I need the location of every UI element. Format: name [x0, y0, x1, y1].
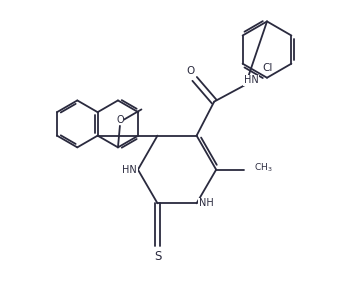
Text: HN: HN	[122, 165, 137, 175]
Text: NH: NH	[199, 198, 213, 208]
Text: CH$_3$: CH$_3$	[255, 162, 273, 174]
Text: S: S	[154, 250, 161, 263]
Text: O: O	[187, 66, 195, 76]
Text: O: O	[116, 115, 124, 125]
Text: HN: HN	[243, 75, 258, 85]
Text: Cl: Cl	[263, 63, 273, 73]
